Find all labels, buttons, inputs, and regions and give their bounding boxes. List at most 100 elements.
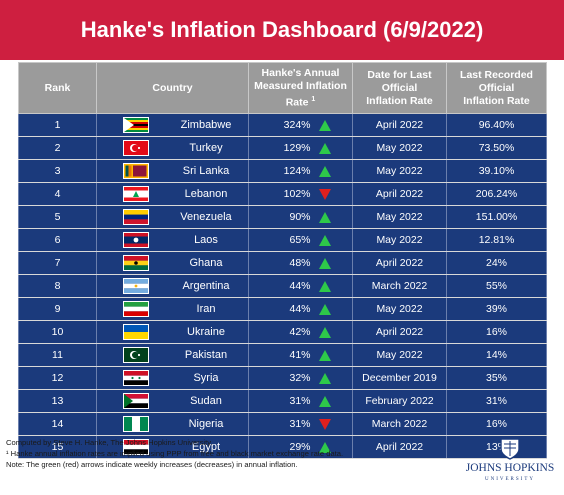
- hanke-rate-cell: 32%: [248, 366, 353, 390]
- hanke-rate-value: 31%: [289, 418, 311, 431]
- official-date-cell: February 2022: [352, 389, 447, 413]
- table-row: 9 Iran 44% May 2022 39%: [18, 297, 547, 321]
- official-rate-cell: 13%: [446, 435, 547, 459]
- arrow-up-icon: [318, 119, 331, 131]
- sri-lanka-flag-icon: [123, 163, 149, 179]
- country-name: Laos: [194, 234, 218, 246]
- hanke-rate-value: 65%: [289, 234, 311, 247]
- official-rate-cell: 31%: [446, 389, 547, 413]
- country-cell: Iran: [96, 297, 249, 321]
- arrow-up-icon: [318, 372, 331, 384]
- hanke-rate-cell: 129%: [248, 136, 353, 160]
- official-rate-cell: 16%: [446, 412, 547, 436]
- rank-cell: 5: [18, 205, 97, 229]
- column-header-rank: Rank: [18, 62, 97, 114]
- laos-flag-icon: [123, 232, 149, 248]
- table-row: 14 Nigeria 31% March 2022 16%: [18, 412, 547, 436]
- official-rate-cell: 12.81%: [446, 228, 547, 252]
- arrow-down-icon: [318, 188, 331, 200]
- ukraine-flag-icon: [123, 324, 149, 340]
- pakistan-flag-icon: [123, 347, 149, 363]
- arrow-up-icon: [318, 349, 331, 361]
- rank-cell: 7: [18, 251, 97, 275]
- hanke-rate-cell: 90%: [248, 205, 353, 229]
- country-name: Sudan: [190, 395, 222, 407]
- country-name: Sri Lanka: [182, 165, 230, 177]
- column-header-hanke-rate: Hanke's Annual Measured Inflation Rate 1: [248, 62, 353, 114]
- hanke-rate-cell: 324%: [248, 113, 353, 137]
- table-row: 2 Turkey 129% May 2022 73.50%: [18, 136, 547, 160]
- table-row: 5 Venezuela 90% May 2022 151.00%: [18, 205, 547, 229]
- hanke-rate-value: 41%: [289, 349, 311, 362]
- arrow-up-icon: [318, 234, 331, 246]
- official-rate-cell: 73.50%: [446, 136, 547, 160]
- table-row: 3 Sri Lanka 124% May 2022 39.10%: [18, 159, 547, 183]
- shield-icon: [500, 438, 520, 460]
- country-cell: Ghana: [96, 251, 249, 275]
- turkey-flag-icon: [123, 140, 149, 156]
- footnotes: Computed by Steve H. Hanke, The Johns Ho…: [6, 437, 446, 470]
- footnote-method: ¹ Hanke annual inflation rates are impli…: [6, 449, 344, 458]
- hanke-rate-value: 48%: [289, 257, 311, 270]
- official-date-cell: May 2022: [352, 159, 447, 183]
- rank-cell: 1: [18, 113, 97, 137]
- country-name: Ukraine: [187, 326, 225, 338]
- arrow-up-icon: [318, 326, 331, 338]
- table-row: 15 Egypt 29% April 2022 13%: [18, 435, 547, 459]
- country-cell: Nigeria: [96, 412, 249, 436]
- rank-cell: 11: [18, 343, 97, 367]
- table-row: 7 Ghana 48% April 2022 24%: [18, 251, 547, 275]
- official-date-cell: May 2022: [352, 343, 447, 367]
- table-row: 1 Zimbabwe 324% April 2022 96.40%: [18, 113, 547, 137]
- rank-cell: 14: [18, 412, 97, 436]
- arrow-up-icon: [318, 441, 331, 453]
- footnote-credit: Computed by Steve H. Hanke, The Johns Ho…: [6, 438, 213, 447]
- table-row: 10 Ukraine 42% April 2022 16%: [18, 320, 547, 344]
- country-name: Argentina: [182, 280, 230, 292]
- country-cell: Turkey: [96, 136, 249, 160]
- hanke-rate-value: 29%: [289, 441, 311, 454]
- hanke-rate-cell: 42%: [248, 320, 353, 344]
- argentina-flag-icon: [123, 278, 149, 294]
- table-row: 11 Pakistan 41% May 2022 14%: [18, 343, 547, 367]
- arrow-up-icon: [318, 211, 331, 223]
- country-name: Zimbabwe: [180, 119, 232, 131]
- official-date-cell: May 2022: [352, 136, 447, 160]
- country-cell: Lebanon: [96, 182, 249, 206]
- hanke-rate-value: 44%: [289, 280, 311, 293]
- hanke-rate-value: 31%: [289, 395, 311, 408]
- table-row: 8 Argentina 44% March 2022 55%: [18, 274, 547, 298]
- footnote-arrows: Note: The green (red) arrows indicate we…: [6, 460, 298, 469]
- hanke-rate-value: 129%: [283, 142, 311, 155]
- official-date-cell: April 2022: [352, 113, 447, 137]
- official-rate-cell: 35%: [446, 366, 547, 390]
- country-cell: Pakistan: [96, 343, 249, 367]
- country-name: Iran: [196, 303, 216, 315]
- arrow-up-icon: [318, 142, 331, 154]
- official-date-cell: May 2022: [352, 205, 447, 229]
- sudan-flag-icon: [123, 393, 149, 409]
- hanke-rate-cell: 44%: [248, 297, 353, 321]
- official-date-cell: April 2022: [352, 251, 447, 275]
- hanke-rate-value: 32%: [289, 372, 311, 385]
- table-row: 4 Lebanon 102% April 2022 206.24%: [18, 182, 547, 206]
- hanke-rate-value: 42%: [289, 326, 311, 339]
- official-date-cell: December 2019: [352, 366, 447, 390]
- rank-cell: 10: [18, 320, 97, 344]
- logo-wordmark: JOHNS HOPKINS: [465, 462, 555, 474]
- table-row: 12 Syria 32% December 2019 35%: [18, 366, 547, 390]
- iran-flag-icon: [123, 301, 149, 317]
- table-row: 6 Laos 65% May 2022 12.81%: [18, 228, 547, 252]
- hanke-rate-value: 324%: [283, 119, 311, 132]
- country-cell: Egypt: [96, 435, 249, 459]
- rank-cell: 2: [18, 136, 97, 160]
- lebanon-flag-icon: [123, 186, 149, 202]
- country-cell: Sri Lanka: [96, 159, 249, 183]
- country-name: Lebanon: [184, 188, 228, 200]
- rank-cell: 9: [18, 297, 97, 321]
- country-cell: Venezuela: [96, 205, 249, 229]
- inflation-table: Rank Country Hanke's Annual Measured Inf…: [18, 62, 547, 459]
- rank-cell: 3: [18, 159, 97, 183]
- rank-cell: 8: [18, 274, 97, 298]
- official-date-cell: April 2022: [352, 182, 447, 206]
